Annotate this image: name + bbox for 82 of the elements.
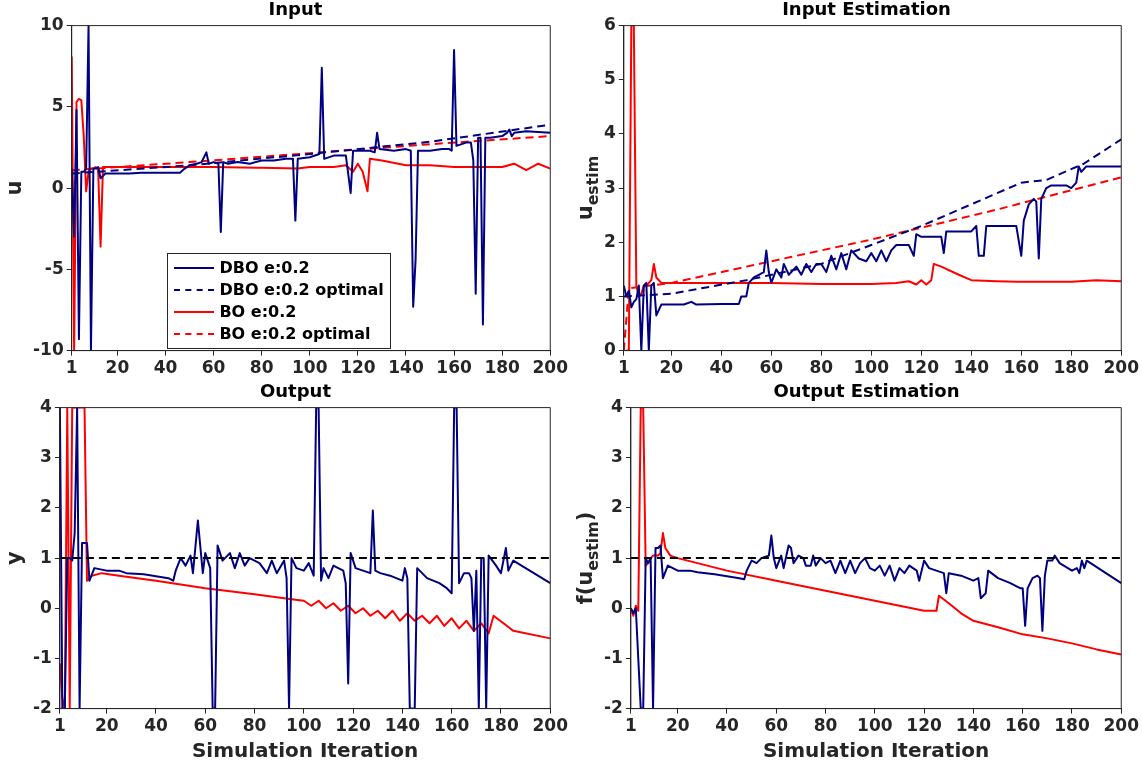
chart-title: Output Estimation (773, 380, 960, 402)
x-tick-label: 1 (65, 357, 78, 378)
legend-label: DBO e:0.2 optimal (219, 280, 384, 300)
x-tick-label: 180 (484, 357, 521, 378)
x-tick-label: 40 (153, 357, 178, 378)
x-tick-label: 80 (809, 357, 834, 378)
y-tick-label: -2 (32, 697, 52, 718)
y-tick-label: 0 (611, 596, 624, 617)
y-tick-label: 2 (603, 230, 616, 251)
legend-label: DBO e:0.2 (219, 258, 310, 278)
x-tick-label: 180 (1053, 357, 1090, 378)
x-tick-label: 120 (906, 715, 943, 736)
x-tick-label: 160 (1004, 715, 1041, 736)
x-tick-label: 200 (532, 715, 569, 736)
chart-title: Output (259, 380, 332, 402)
x-tick-label: 120 (340, 357, 376, 378)
x-tick-label: 180 (483, 715, 519, 736)
x-tick-label: 60 (201, 357, 226, 378)
y-tick-label: 0 (603, 339, 616, 360)
y-axis-title: f(uestim) (573, 511, 603, 605)
y-tick-label: 0 (40, 596, 53, 617)
x-tick-label: 120 (335, 715, 372, 736)
x-tick-label: 100 (292, 357, 328, 378)
x-tick-label: 180 (1054, 715, 1090, 736)
y-tick-label: 3 (603, 176, 616, 197)
y-tick-label: 6 (603, 14, 616, 35)
x-tick-label: 160 (433, 715, 470, 736)
y-tick-label: 5 (603, 68, 616, 89)
legend-label: BO e:0.2 (219, 302, 297, 322)
x-tick-label: 80 (249, 357, 274, 378)
x-tick-label: 100 (853, 357, 890, 378)
y-tick-label: 1 (40, 546, 52, 567)
y-tick-label: -10 (32, 339, 64, 360)
legend-label: BO e:0.2 optimal (219, 324, 371, 344)
x-tick-label: 120 (903, 357, 940, 378)
x-tick-label: 40 (715, 715, 739, 736)
y-tick-label: -1 (603, 646, 623, 667)
y-axis-title: y (2, 550, 27, 565)
y-tick-label: 2 (40, 496, 52, 517)
x-tick-label: 140 (384, 715, 421, 736)
y-tick-label: -1 (32, 646, 52, 667)
y-tick-label: 10 (40, 14, 64, 35)
y-axis-title: u (2, 180, 27, 196)
x-tick-label: 160 (1003, 357, 1040, 378)
x-axis-title: Simulation Iteration (191, 738, 419, 763)
chart-title: Input Estimation (782, 0, 951, 20)
x-tick-label: 60 (759, 357, 784, 378)
x-tick-label: 200 (1103, 357, 1140, 378)
y-tick-label: 0 (51, 176, 64, 197)
x-tick-label: 60 (193, 715, 218, 736)
x-tick-label: 80 (813, 715, 838, 736)
x-tick-label: 200 (1103, 715, 1140, 736)
y-tick-label: 2 (611, 496, 623, 517)
y-tick-label: 3 (40, 446, 52, 467)
y-tick-label: -2 (603, 697, 623, 718)
x-tick-label: 20 (665, 715, 690, 736)
chart-title: Input (268, 0, 323, 20)
y-tick-label: 5 (51, 95, 64, 116)
x-tick-label: 40 (709, 357, 734, 378)
x-tick-label: 40 (144, 715, 168, 736)
y-tick-label: 4 (40, 396, 53, 417)
x-tick-label: 100 (286, 715, 322, 736)
x-tick-label: 200 (532, 357, 569, 378)
y-axis-title: uestim (573, 155, 603, 221)
x-tick-label: 20 (659, 357, 684, 378)
y-tick-label: 1 (603, 284, 616, 305)
y-tick-label: 3 (611, 446, 623, 467)
y-tick-label: 4 (603, 122, 616, 143)
y-tick-label: 4 (611, 396, 624, 417)
x-tick-label: 160 (436, 357, 472, 378)
x-tick-label: 20 (94, 715, 119, 736)
x-tick-label: 100 (857, 715, 893, 736)
x-tick-label: 140 (955, 715, 992, 736)
x-axis-title: Simulation Iteration (762, 738, 990, 763)
y-tick-label: -5 (44, 257, 64, 278)
x-tick-label: 60 (764, 715, 789, 736)
y-tick-label: 1 (611, 546, 623, 567)
x-tick-label: 20 (105, 357, 130, 378)
x-tick-label: 80 (242, 715, 267, 736)
x-tick-label: 140 (953, 357, 990, 378)
x-tick-label: 1 (624, 715, 637, 736)
x-tick-label: 140 (388, 357, 424, 378)
